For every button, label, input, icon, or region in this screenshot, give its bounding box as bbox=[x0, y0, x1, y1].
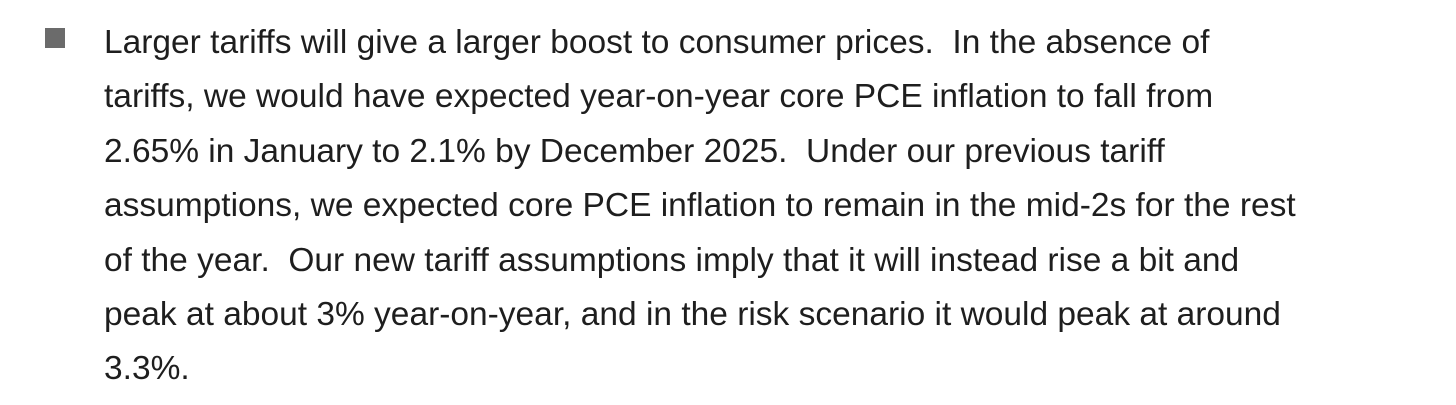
text-line: 3.3%. bbox=[104, 350, 190, 388]
text-line: 2.65% in January to 2.1% by December 202… bbox=[104, 132, 1165, 170]
bullet-square bbox=[45, 28, 65, 48]
text-line: of the year. Our new tariff assumptions … bbox=[104, 241, 1240, 279]
paragraph: Larger tariffs will give a larger boost … bbox=[104, 16, 1296, 397]
text-line: peak at about 3% year-on-year, and in th… bbox=[104, 295, 1281, 333]
text-line: Larger tariffs will give a larger boost … bbox=[104, 24, 1210, 61]
text-line: assumptions, we expected core PCE inflat… bbox=[104, 187, 1296, 225]
text-line: tariffs, we would have expected year-on-… bbox=[104, 78, 1214, 116]
